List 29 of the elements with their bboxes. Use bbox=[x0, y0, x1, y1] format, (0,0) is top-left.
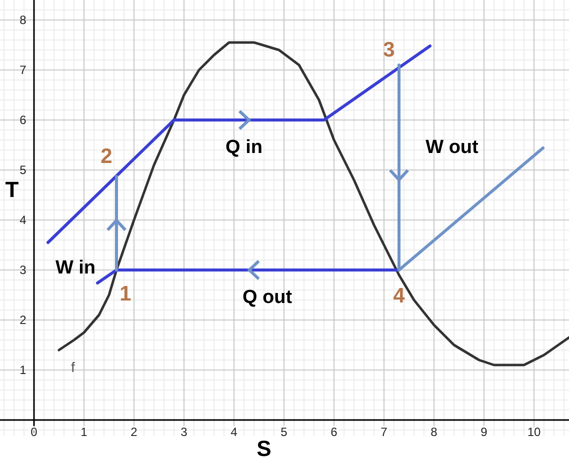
y-tick-label: 3 bbox=[20, 263, 27, 277]
y-tick-label: 7 bbox=[20, 63, 27, 77]
annotation: W in bbox=[55, 257, 96, 278]
y-tick-label: 2 bbox=[20, 313, 27, 327]
x-tick-label: 10 bbox=[527, 425, 541, 439]
annotation: Q out bbox=[242, 287, 293, 308]
annotation: 4 bbox=[393, 284, 406, 308]
x-tick-label: 9 bbox=[480, 425, 488, 439]
y-tick-label: 1 bbox=[20, 363, 27, 377]
x-tick-label: 4 bbox=[230, 425, 238, 439]
x-axis-title: S bbox=[256, 436, 272, 461]
y-tick-label: 4 bbox=[20, 213, 27, 227]
x-tick-label: 1 bbox=[80, 425, 88, 439]
y-tick-label: 5 bbox=[20, 163, 27, 177]
y-tick-label: 6 bbox=[20, 113, 27, 127]
x-tick-label: 3 bbox=[180, 425, 188, 439]
series-label: f bbox=[71, 359, 75, 375]
x-tick-label: 5 bbox=[280, 425, 288, 439]
annotation: W out bbox=[426, 136, 480, 158]
x-tick-label: 2 bbox=[130, 425, 138, 439]
x-tick-label: 8 bbox=[430, 425, 438, 439]
x-tick-label: 6 bbox=[330, 425, 338, 439]
y-tick-label: 8 bbox=[20, 13, 27, 27]
annotation: 1 bbox=[120, 282, 132, 306]
annotation: Q in bbox=[226, 137, 262, 158]
annotation: 3 bbox=[383, 38, 395, 62]
annotation: 2 bbox=[100, 145, 112, 168]
x-tick-label: 7 bbox=[380, 425, 388, 439]
y-axis-title: T bbox=[5, 176, 20, 202]
